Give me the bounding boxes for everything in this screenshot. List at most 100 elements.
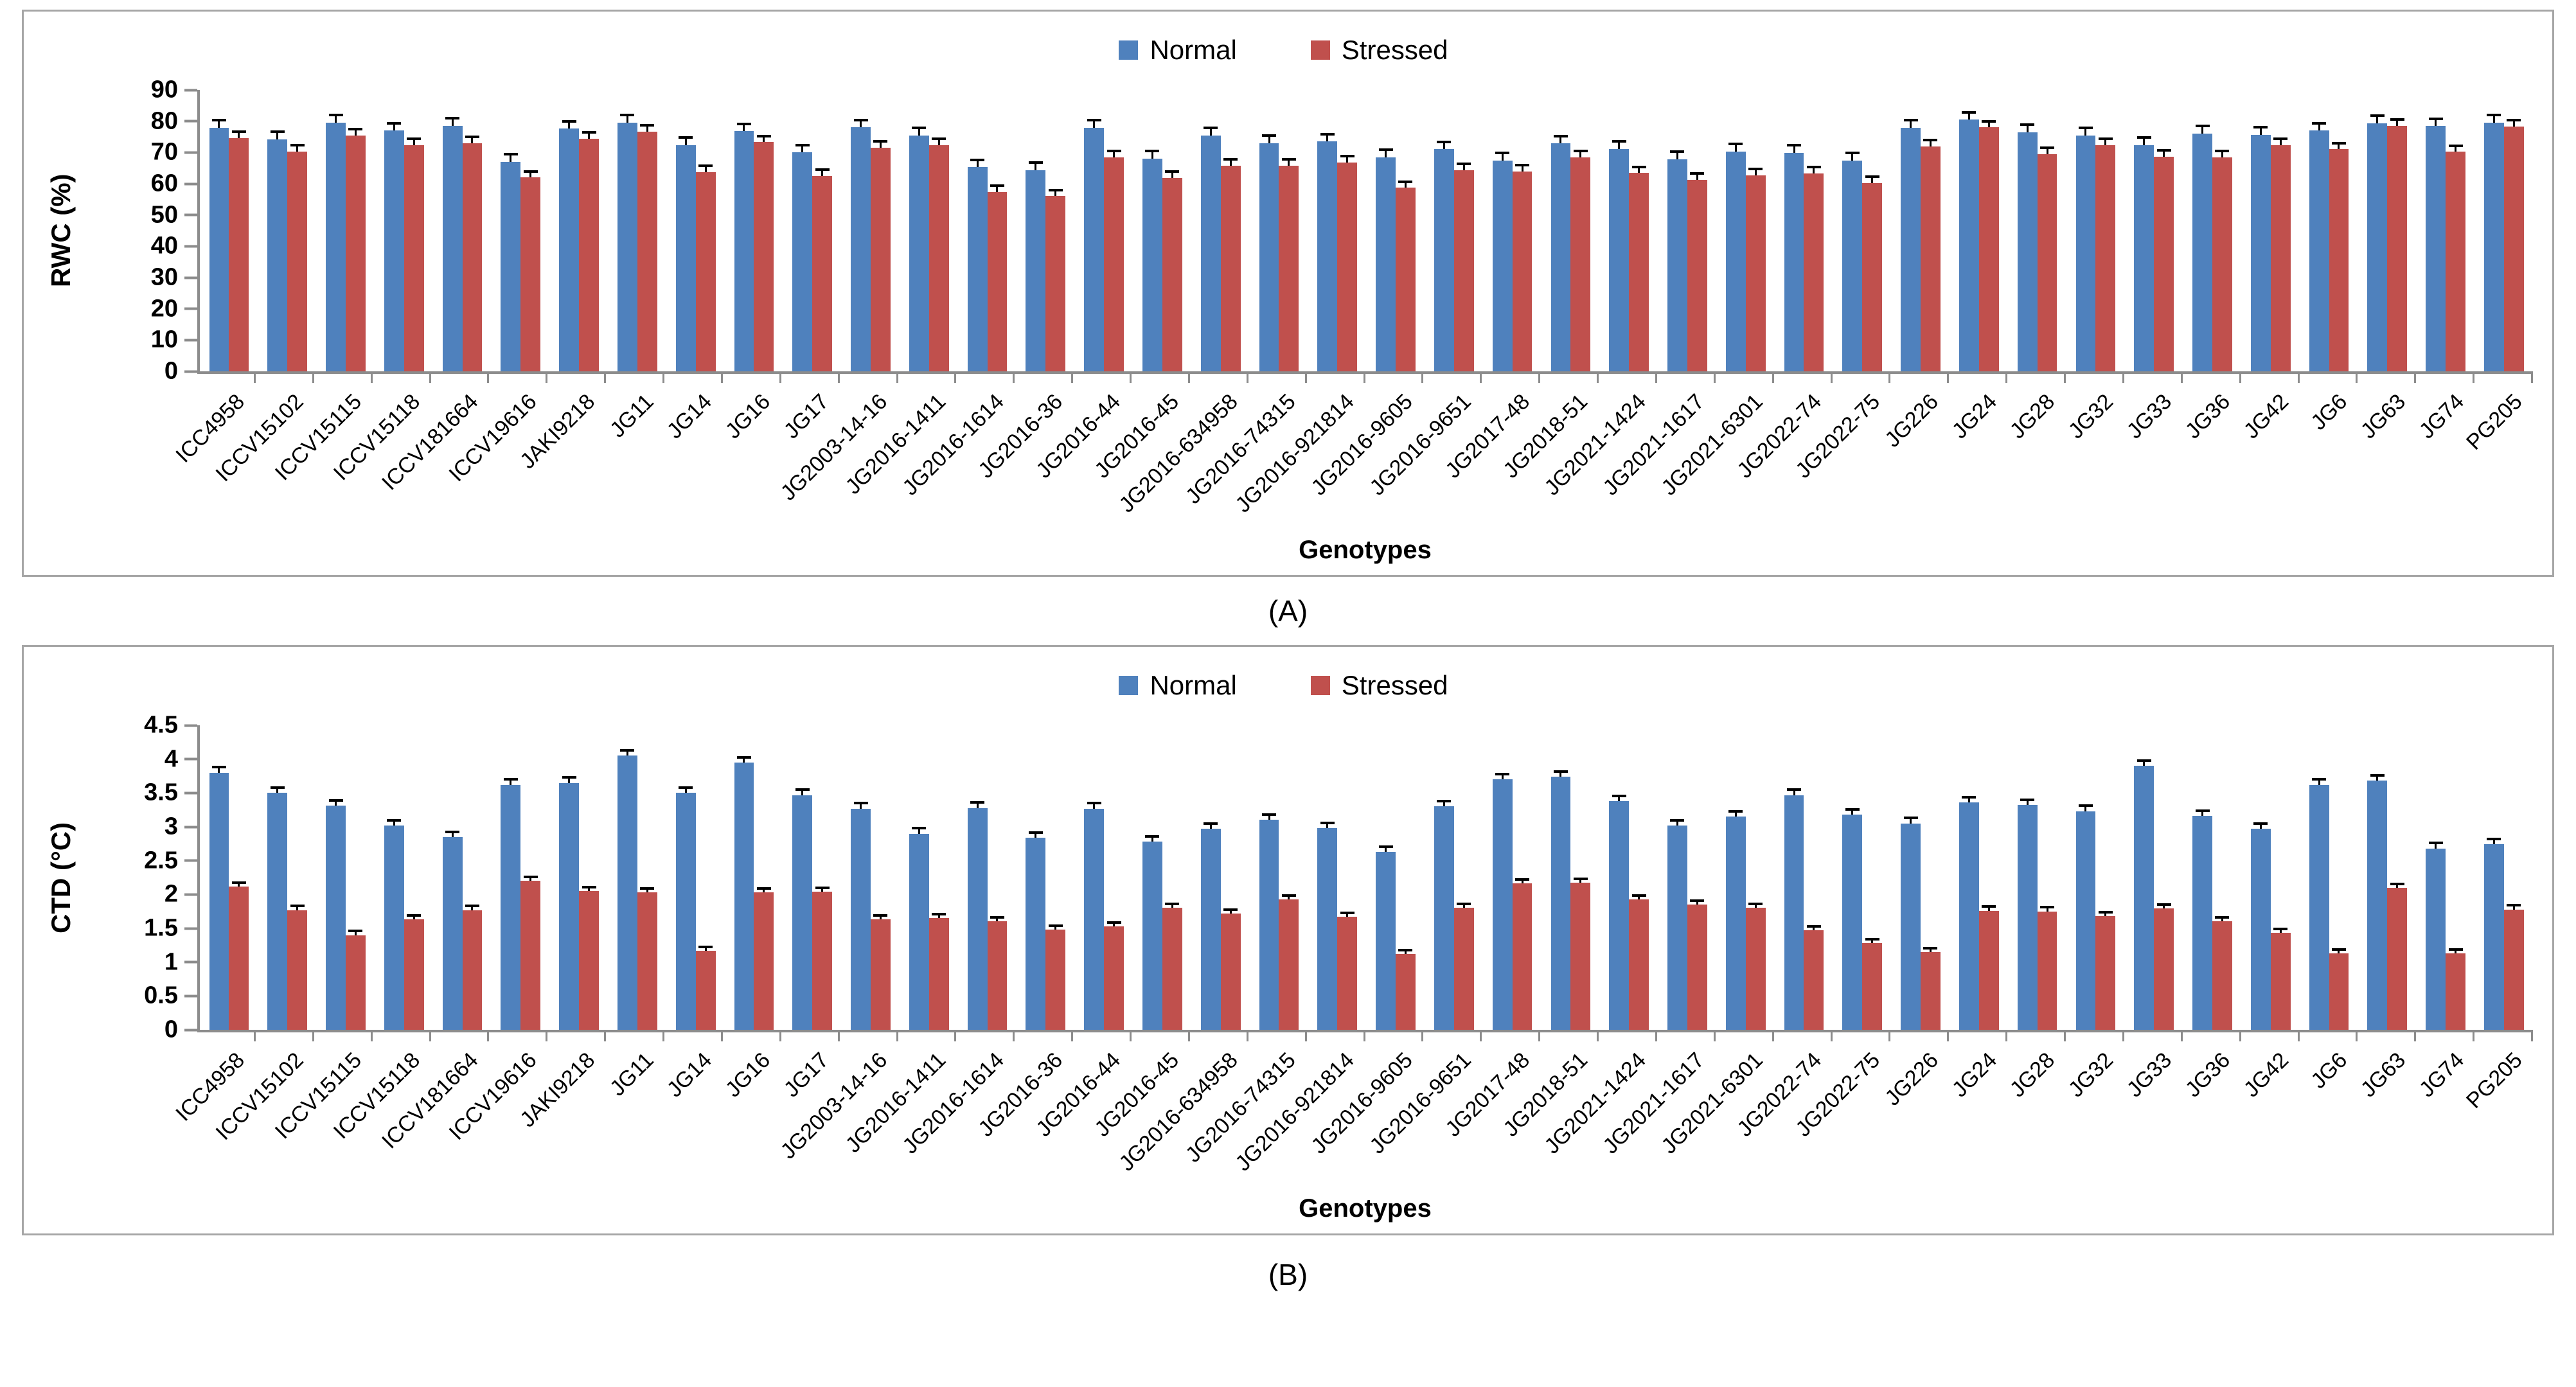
bar-stressed-JG63	[2387, 882, 2408, 1030]
bar-group-JG6	[2300, 725, 2358, 1030]
error-bar-stressed-JG2016-634958	[1223, 908, 1238, 914]
x-tick-mark	[2473, 1032, 2531, 1041]
error-bar-normal-JG14	[679, 136, 693, 146]
error-bar-stressed-JG2016-45	[1165, 170, 1180, 178]
y-tick-mark	[184, 245, 197, 248]
bar-group-JG2003-14-16	[842, 725, 900, 1030]
bar-group-JG28	[2008, 725, 2066, 1030]
error-bar-normal-JG2018-51	[1553, 134, 1568, 144]
bar-stressed-JG2021-6301	[1745, 903, 1766, 1030]
x-label-cell: JG24	[1947, 1041, 2007, 1194]
bar-group-JG2021-1424	[1600, 725, 1658, 1030]
error-bar-stressed-JG2016-921814	[1340, 911, 1355, 917]
bar-group-ICCV15118	[375, 725, 433, 1030]
x-axis-ticks-b	[197, 1032, 2533, 1041]
error-bar-stressed-JG2016-9605	[1398, 180, 1413, 188]
bar-normal-JG24	[1959, 795, 1979, 1030]
error-bar-stressed-JG17	[815, 886, 830, 892]
x-tick-mark	[487, 374, 546, 383]
x-axis-title-b: Genotypes	[1299, 1194, 1432, 1223]
x-tick-mark	[1713, 374, 1772, 383]
error-bar-normal-JG14	[679, 786, 693, 793]
bar-group-JG2016-74315	[1250, 90, 1308, 371]
bar-stressed-ICCV15115	[345, 127, 366, 371]
bar-normal-JG32	[2075, 804, 2096, 1030]
x-tick-label-JG32: JG32	[2064, 1048, 2119, 1102]
bar-stressed-JG2016-74315	[1279, 158, 1299, 371]
x-tick-mark	[1655, 1032, 1714, 1041]
bar-normal-ICCV181664	[442, 117, 463, 371]
bar-stressed-JG2022-75	[1862, 175, 1883, 371]
y-tick-mark	[184, 307, 197, 310]
bar-group-ICCV15115	[317, 90, 375, 371]
x-label-cell: JG74	[2414, 383, 2474, 536]
bar-stressed-JG2016-9651	[1453, 163, 1474, 371]
y-tick-label: 20	[150, 295, 178, 322]
bar-normal-JG63	[2367, 114, 2388, 371]
bar-stressed-JG36	[2212, 916, 2232, 1030]
y-tick-10: 10	[151, 326, 197, 354]
error-bar-normal-JG2016-9651	[1437, 800, 1452, 807]
error-bar-stressed-JG28	[2040, 146, 2055, 155]
x-label-cell: JG11	[605, 1041, 664, 1194]
x-label-cell: JG74	[2414, 1041, 2474, 1194]
bar-stressed-JG2021-1617	[1687, 899, 1707, 1030]
x-tick-mark	[1772, 374, 1831, 383]
error-bar-normal-ICC4958	[211, 119, 226, 128]
bar-normal-JG2021-1617	[1667, 818, 1687, 1030]
error-bar-normal-JG2021-1617	[1670, 150, 1685, 159]
x-tick-label-JG36: JG36	[2180, 389, 2235, 444]
bar-group-JG16	[725, 90, 783, 371]
y-tick-label: 50	[150, 201, 178, 229]
bar-normal-JG2016-9651	[1434, 140, 1454, 371]
bar-normal-JG63	[2367, 774, 2388, 1030]
bar-normal-JG14	[675, 786, 696, 1030]
x-tick-mark	[2005, 1032, 2064, 1041]
bar-stressed-ICC4958	[229, 130, 249, 371]
legend-swatch-normal	[1119, 40, 1139, 60]
y-tick-70: 70	[151, 139, 197, 166]
error-bar-stressed-JG2016-921814	[1340, 155, 1355, 163]
error-bar-normal-JG2016-44	[1087, 119, 1101, 128]
error-bar-normal-JG2016-634958	[1204, 822, 1218, 829]
bar-stressed-JG2016-44	[1104, 921, 1124, 1030]
bar-group-JG42	[2241, 725, 2300, 1030]
error-bar-normal-JG2003-14-16	[853, 118, 868, 128]
bar-stressed-JG2021-1617	[1687, 172, 1707, 371]
bar-stressed-JG14	[695, 164, 716, 371]
error-bar-stressed-PG205	[2507, 119, 2521, 127]
y-tick-label: 0.5	[144, 982, 178, 1009]
error-bar-normal-JG32	[2078, 127, 2093, 136]
bar-normal-JG226	[1901, 119, 1921, 371]
y-tick-mark	[184, 893, 197, 896]
x-tick-mark	[312, 374, 371, 383]
bar-group-JG28	[2008, 90, 2066, 371]
bar-normal-JG2016-45	[1142, 150, 1162, 371]
error-bar-normal-JG2021-1424	[1612, 140, 1626, 149]
error-bar-stressed-ICCV181664	[465, 905, 479, 910]
error-bar-stressed-JG2016-44	[1106, 149, 1121, 157]
error-bar-normal-JG28	[2020, 123, 2035, 132]
x-label-cell: JG42	[2239, 1041, 2300, 1194]
x-tick-mark	[1830, 1032, 1889, 1041]
bar-normal-JG2021-6301	[1725, 143, 1746, 371]
error-bar-normal-JG2016-36	[1028, 831, 1043, 838]
bar-stressed-JG16	[754, 134, 774, 371]
bar-stressed-JG11	[637, 124, 657, 371]
x-tick-mark	[1655, 374, 1714, 383]
x-label-cell: JG226	[1880, 1041, 1949, 1194]
bar-normal-JG2022-75	[1842, 152, 1863, 371]
error-bar-stressed-ICCV15115	[348, 930, 363, 935]
x-tick-mark	[1363, 1032, 1422, 1041]
bar-stressed-JG2016-1614	[987, 184, 1008, 371]
x-tick-mark	[2414, 1032, 2473, 1041]
bar-stressed-JG2021-1424	[1629, 894, 1649, 1030]
bar-group-JG2017-48	[1483, 725, 1541, 1030]
x-tick-mark	[2005, 374, 2064, 383]
bar-stressed-ICCV15102	[287, 905, 308, 1030]
bar-stressed-JG2003-14-16	[870, 914, 891, 1030]
y-tick-1.5: 1.5	[144, 915, 197, 942]
x-tick-mark	[546, 1032, 604, 1041]
chart-b: CTD (°C) 0 0.5 1 1.5 2 2.5 3 3.5 4 4.5 ICC4958 ICC…	[34, 712, 2533, 1230]
error-bar-normal-ICCV15115	[328, 799, 343, 806]
